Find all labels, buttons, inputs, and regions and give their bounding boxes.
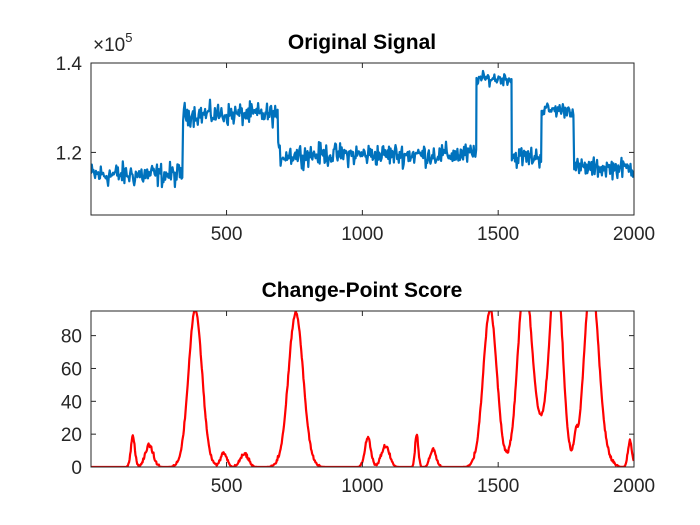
signal-line xyxy=(91,69,634,189)
signal-y-axis: 1.2 1.4 xyxy=(56,54,634,164)
signal-y-tick-label: 1.4 xyxy=(56,54,83,75)
signal-plot-area xyxy=(91,63,634,215)
signal-x-tick-label: 1500 xyxy=(477,224,519,245)
signal-x-axis: 500 1000 1500 2000 xyxy=(211,63,655,245)
score-x-tick-label: 1500 xyxy=(477,476,519,497)
score-y-axis: 0 20 40 60 80 xyxy=(61,327,634,479)
score-title: Change-Point Score xyxy=(262,279,463,302)
signal-panel: Original Signal ×105 500 1000 1500 2000 1.2… xyxy=(56,30,656,245)
signal-series xyxy=(91,69,634,189)
score-panel: Change-Point Score 500 1000 1500 2000 0 20 40… xyxy=(61,279,655,497)
score-y-tick-label: 80 xyxy=(61,327,82,348)
score-x-axis: 500 1000 1500 2000 xyxy=(211,311,655,497)
signal-y-exponent: ×105 xyxy=(93,30,132,56)
signal-title: Original Signal xyxy=(288,31,436,54)
score-x-tick-label: 1000 xyxy=(341,476,383,497)
score-x-tick-label: 2000 xyxy=(613,476,655,497)
score-y-tick-label: 40 xyxy=(61,392,82,413)
score-plot-area xyxy=(91,311,634,467)
score-y-tick-label: 0 xyxy=(71,458,82,479)
signal-x-tick-label: 500 xyxy=(211,224,243,245)
signal-y-exponent-base: ×10 xyxy=(93,35,125,56)
signal-y-tick-label: 1.2 xyxy=(56,143,82,164)
score-y-tick-label: 20 xyxy=(61,425,82,446)
signal-y-exponent-power: 5 xyxy=(125,30,132,45)
signal-x-tick-label: 1000 xyxy=(341,224,383,245)
score-x-tick-label: 500 xyxy=(211,476,243,497)
score-y-tick-label: 60 xyxy=(61,359,82,380)
signal-x-tick-label: 2000 xyxy=(613,224,655,245)
